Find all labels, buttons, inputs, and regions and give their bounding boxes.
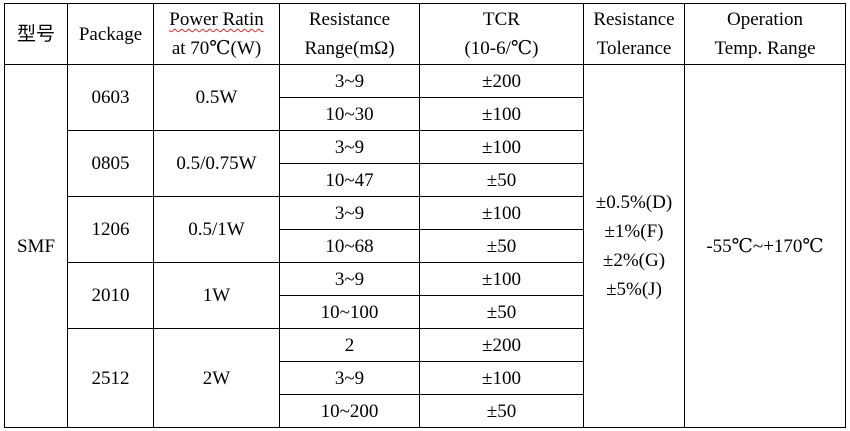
header-model: 型号: [4, 3, 68, 65]
power-cell: 1W: [153, 262, 280, 329]
header-tcr-line2: (10-6/℃): [464, 38, 539, 59]
power-cell: 0.5/0.75W: [153, 130, 280, 197]
header-power-line1: Power Ratin: [154, 5, 279, 34]
tcr-cell: ±200: [419, 328, 584, 362]
header-power-rating: Power Ratin at 70℃(W): [153, 3, 280, 65]
header-row: 型号 Package Power Ratin at 70℃(W) Resista…: [4, 3, 846, 65]
header-resistance-line2: Range(mΩ): [304, 38, 395, 59]
tcr-cell: ±50: [419, 295, 584, 329]
header-tolerance: Resistance Tolerance: [583, 3, 685, 65]
header-tcr-line1: TCR: [483, 9, 520, 30]
resistance-range-cell: 10~68: [279, 229, 420, 263]
table-row: 10~68 ±50: [5, 229, 846, 263]
table-row: 1206 0.5/1W 3~9 ±100: [5, 196, 846, 263]
tcr-cell: ±200: [419, 64, 584, 98]
package-cell: 0805: [67, 130, 154, 197]
power-cell: 2W: [153, 328, 280, 428]
tolerance-value: ±1%(F): [604, 221, 664, 242]
tcr-cell: ±100: [419, 97, 584, 131]
spec-table: 型号 Package Power Ratin at 70℃(W) Resista…: [4, 3, 846, 428]
table-row: 0805 0.5/0.75W 3~9 ±100: [5, 130, 846, 197]
table-row: 10~30 ±100: [5, 97, 846, 131]
header-tcr: TCR (10-6/℃): [419, 3, 584, 65]
header-tolerance-line2: Tolerance: [596, 38, 672, 59]
package-cell: 2512: [67, 328, 154, 428]
table-row: 10~200 ±50: [5, 394, 846, 428]
table-row: 10~47 ±50: [5, 163, 846, 197]
spellcheck-underline: Power Ratin: [169, 9, 264, 30]
tcr-cell: ±50: [419, 229, 584, 263]
header-resistance-line1: Resistance: [308, 9, 391, 30]
tolerance-value: ±2%(G): [602, 250, 666, 271]
header-power-line2: at 70℃(W): [171, 38, 262, 59]
model-cell: SMF: [4, 64, 68, 428]
tcr-cell: ±100: [419, 196, 584, 230]
package-cell: 1206: [67, 196, 154, 263]
tcr-cell: ±100: [419, 130, 584, 164]
table-row: 2010 1W 3~9 ±100: [5, 262, 846, 329]
table-row: 2512 2W 2 ±200: [5, 328, 846, 428]
tcr-cell: ±100: [419, 361, 584, 395]
resistance-range-cell: 3~9: [279, 361, 420, 395]
header-resistance-range: Resistance Range(mΩ): [279, 3, 420, 65]
resistance-range-cell: 2: [279, 328, 420, 362]
resistance-range-cell: 3~9: [279, 64, 420, 98]
tcr-cell: ±50: [419, 163, 584, 197]
tcr-cell: ±100: [419, 262, 584, 296]
package-cell: 2010: [67, 262, 154, 329]
tcr-cell: ±50: [419, 394, 584, 428]
header-temp-range: Operation Temp. Range: [684, 3, 846, 65]
tolerance-value: ±5%(J): [606, 279, 662, 300]
resistance-range-cell: 3~9: [279, 130, 420, 164]
temp-range-cell: -55℃~+170℃: [684, 64, 846, 428]
tolerance-cell: ±0.5%(D) ±1%(F) ±2%(G) ±5%(J): [583, 64, 685, 428]
resistance-range-cell: 3~9: [279, 262, 420, 296]
power-cell: 0.5/1W: [153, 196, 280, 263]
table-row: SMF 0603 0.5W 3~9 ±200 ±0.5%(D) ±1%(F) ±…: [4, 64, 846, 428]
table-row: 10~100 ±50: [5, 295, 846, 329]
resistance-range-cell: 3~9: [279, 196, 420, 230]
resistance-range-cell: 10~47: [279, 163, 420, 197]
resistance-range-cell: 10~30: [279, 97, 420, 131]
header-temp-line1: Operation: [727, 9, 803, 30]
package-cell: 0603: [67, 64, 154, 131]
header-temp-line2: Temp. Range: [714, 38, 816, 59]
power-cell: 0.5W: [153, 64, 280, 131]
header-package: Package: [67, 3, 154, 65]
header-tolerance-line1: Resistance: [593, 9, 675, 30]
resistance-range-cell: 10~100: [279, 295, 420, 329]
resistance-range-cell: 10~200: [279, 394, 420, 428]
tolerance-value: ±0.5%(D): [595, 192, 673, 213]
